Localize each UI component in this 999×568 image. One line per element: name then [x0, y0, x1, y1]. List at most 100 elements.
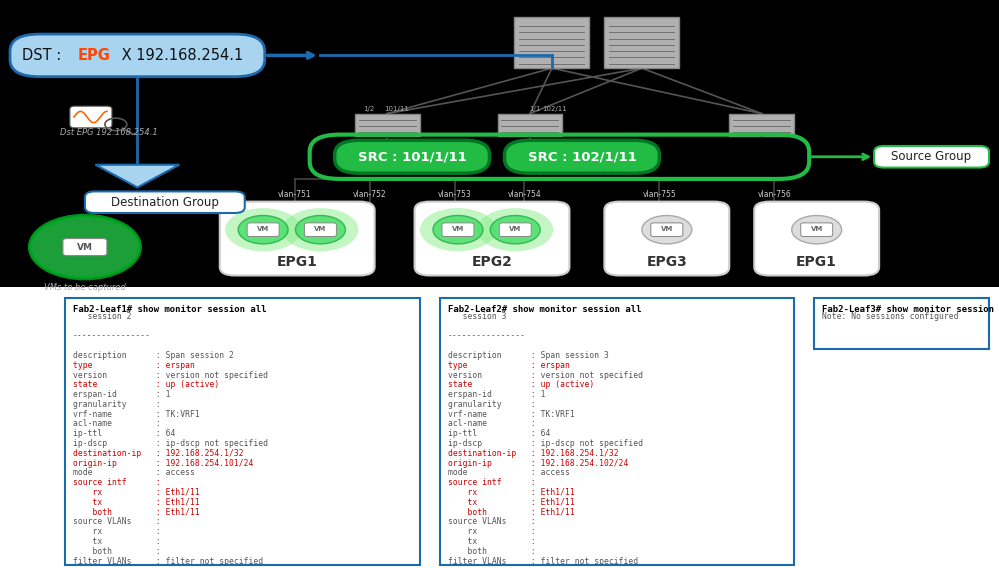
Circle shape	[791, 215, 841, 244]
Text: origin-ip        : 192.168.254.101/24: origin-ip : 192.168.254.101/24	[73, 458, 254, 467]
Text: vlan-751: vlan-751	[278, 190, 312, 199]
Text: rx           : Eth1/11: rx : Eth1/11	[73, 488, 200, 497]
Text: VM: VM	[315, 226, 327, 232]
Text: Dst EPG 192.168.254.1: Dst EPG 192.168.254.1	[60, 128, 158, 137]
Text: origin-ip        : 192.168.254.102/24: origin-ip : 192.168.254.102/24	[448, 458, 628, 467]
Circle shape	[225, 208, 301, 251]
Circle shape	[420, 208, 496, 251]
Bar	[0, 0, 999, 287]
Bar	[814, 298, 989, 349]
Text: tx           :: tx :	[73, 537, 161, 546]
Text: tx           :: tx :	[448, 537, 535, 546]
Text: EPG2: EPG2	[472, 255, 512, 269]
Text: SRC : 102/1/11: SRC : 102/1/11	[527, 151, 636, 163]
Text: description      : Span session 2: description : Span session 2	[73, 351, 234, 360]
Text: state            : up (active): state : up (active)	[73, 381, 219, 389]
Bar	[604, 17, 679, 68]
FancyBboxPatch shape	[801, 223, 833, 236]
Text: both         :: both :	[448, 547, 535, 556]
Text: vrf-name         : TK:VRF1: vrf-name : TK:VRF1	[448, 410, 574, 419]
Bar	[355, 114, 420, 136]
Circle shape	[433, 215, 483, 244]
Text: both         :: both :	[73, 547, 161, 556]
Text: source VLANs     :: source VLANs :	[448, 517, 535, 527]
Text: VM: VM	[509, 226, 521, 232]
Text: Note: No sessions configured: Note: No sessions configured	[822, 312, 959, 321]
Text: both         : Eth1/11: both : Eth1/11	[448, 508, 574, 516]
Text: vlan-755: vlan-755	[642, 190, 676, 199]
Circle shape	[30, 216, 140, 278]
Text: version          : version not specified: version : version not specified	[73, 370, 268, 379]
Text: EPG1: EPG1	[796, 255, 837, 269]
FancyBboxPatch shape	[305, 223, 337, 236]
FancyBboxPatch shape	[415, 202, 569, 275]
Text: VM: VM	[660, 226, 673, 232]
Polygon shape	[96, 165, 180, 187]
Text: destination-ip   : 192.168.254.1/32: destination-ip : 192.168.254.1/32	[73, 449, 244, 458]
Text: erspan-id        : 1: erspan-id : 1	[73, 390, 171, 399]
Text: DST :: DST :	[22, 48, 66, 63]
FancyBboxPatch shape	[500, 223, 531, 236]
Text: erspan-id        : 1: erspan-id : 1	[448, 390, 545, 399]
Text: SRC : 101/1/11: SRC : 101/1/11	[358, 151, 467, 163]
Text: vlan-753: vlan-753	[438, 190, 472, 199]
Text: vlan-754: vlan-754	[507, 190, 541, 199]
FancyBboxPatch shape	[85, 191, 245, 213]
FancyBboxPatch shape	[10, 34, 265, 77]
Circle shape	[641, 215, 691, 244]
Text: vrf-name         : TK:VRF1: vrf-name : TK:VRF1	[73, 410, 200, 419]
Text: granularity      :: granularity :	[73, 400, 161, 409]
Text: VM: VM	[77, 243, 93, 252]
Text: acl-name         :: acl-name :	[448, 420, 535, 428]
Bar	[65, 298, 420, 565]
Circle shape	[238, 215, 288, 244]
Text: destination-ip   : 192.168.254.1/32: destination-ip : 192.168.254.1/32	[448, 449, 618, 458]
Text: tx           : Eth1/11: tx : Eth1/11	[448, 498, 574, 507]
Text: Fab2-Leaf3# show monitor session all: Fab2-Leaf3# show monitor session all	[822, 305, 999, 314]
Text: VM: VM	[810, 226, 823, 232]
Text: type             : erspan: type : erspan	[73, 361, 195, 370]
Text: 1/2: 1/2	[364, 106, 375, 112]
Text: granularity      :: granularity :	[448, 400, 535, 409]
Bar	[514, 17, 589, 68]
FancyBboxPatch shape	[754, 202, 879, 275]
Text: vlan-756: vlan-756	[757, 190, 791, 199]
Text: Fab2-Leaf2# show monitor session all: Fab2-Leaf2# show monitor session all	[448, 305, 641, 314]
FancyBboxPatch shape	[70, 106, 112, 128]
Text: EPG3: EPG3	[646, 255, 687, 269]
Bar	[440, 298, 794, 565]
Text: type             : erspan: type : erspan	[448, 361, 569, 370]
Circle shape	[283, 208, 359, 251]
FancyBboxPatch shape	[247, 223, 279, 236]
Circle shape	[478, 208, 553, 251]
Text: source intf      :: source intf :	[73, 478, 161, 487]
Text: session 3: session 3	[448, 312, 506, 321]
Bar	[498, 114, 562, 136]
Text: filter VLANs     : filter not specified: filter VLANs : filter not specified	[448, 557, 637, 566]
Text: ip-dscp          : ip-dscp not specified: ip-dscp : ip-dscp not specified	[448, 439, 642, 448]
Text: VM: VM	[257, 226, 270, 232]
FancyBboxPatch shape	[874, 146, 989, 168]
Text: ip-dscp          : ip-dscp not specified: ip-dscp : ip-dscp not specified	[73, 439, 268, 448]
Text: X 192.168.254.1: X 192.168.254.1	[117, 48, 243, 63]
Text: ip-ttl           : 64: ip-ttl : 64	[448, 429, 549, 438]
Text: EPG1: EPG1	[277, 255, 318, 269]
FancyBboxPatch shape	[63, 239, 107, 256]
Text: both         : Eth1/11: both : Eth1/11	[73, 508, 200, 516]
FancyBboxPatch shape	[335, 140, 490, 173]
Text: VMs to be captured: VMs to be captured	[44, 283, 126, 292]
Text: 102/11: 102/11	[542, 106, 567, 112]
Text: ip-ttl           : 64: ip-ttl : 64	[73, 429, 175, 438]
Text: Fab2-Leaf1# show monitor session all: Fab2-Leaf1# show monitor session all	[73, 305, 267, 314]
Text: Destination Group: Destination Group	[111, 196, 219, 208]
Text: source VLANs     :: source VLANs :	[73, 517, 161, 527]
Text: EPG: EPG	[78, 48, 111, 63]
Text: filter VLANs     : filter not specified: filter VLANs : filter not specified	[73, 557, 263, 566]
Text: rx           : Eth1/11: rx : Eth1/11	[448, 488, 574, 497]
Text: source intf      :: source intf :	[448, 478, 535, 487]
Circle shape	[296, 215, 346, 244]
Circle shape	[491, 215, 540, 244]
Text: rx           :: rx :	[448, 527, 535, 536]
Text: 1/1: 1/1	[529, 106, 540, 112]
Text: version          : version not specified: version : version not specified	[448, 370, 642, 379]
